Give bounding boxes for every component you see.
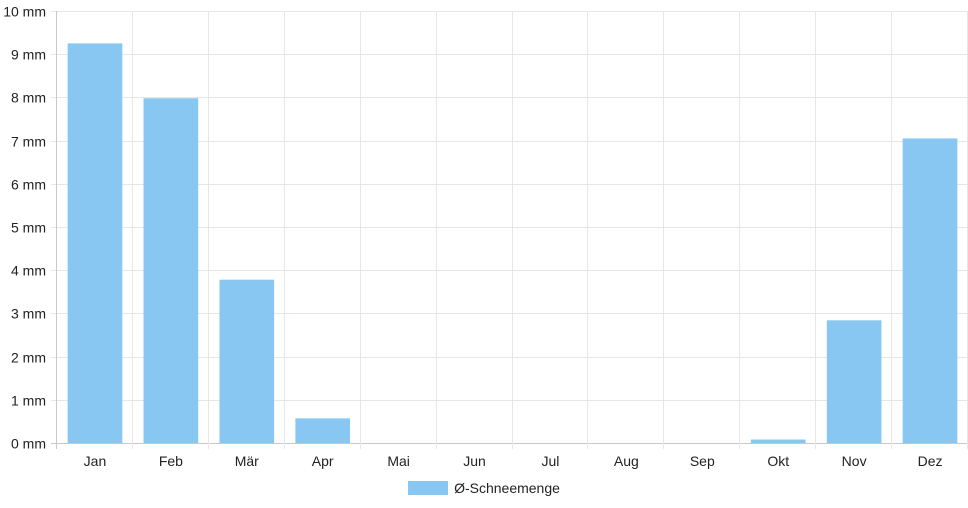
- x-tick-label: Mär: [235, 453, 259, 469]
- x-tick-label: Mai: [387, 453, 410, 469]
- x-tick-label: Nov: [842, 453, 867, 469]
- x-tick-label: Jan: [84, 453, 107, 469]
- x-tick-label: Jun: [463, 453, 486, 469]
- x-tick-label: Aug: [614, 453, 639, 469]
- bar-mär: [219, 279, 275, 443]
- bar-series: [67, 43, 958, 444]
- bar-okt: [750, 439, 806, 443]
- y-tick-label: 6 mm: [11, 177, 46, 193]
- y-tick-label: 0 mm: [11, 436, 46, 452]
- y-tick-label: 10 mm: [3, 4, 46, 20]
- bar-apr: [295, 418, 351, 443]
- y-tick-label: 1 mm: [11, 393, 46, 409]
- x-tick-label: Feb: [159, 453, 183, 469]
- legend-label: Ø-Schneemenge: [454, 480, 560, 496]
- grid-lines: [51, 11, 968, 449]
- y-tick-label: 9 mm: [11, 47, 46, 63]
- y-axis: 0 mm 1 mm 2 mm 3 mm 4 mm 5 mm 6 mm 7 mm 8 mm 9 mm…: [3, 4, 46, 452]
- bar-jan: [67, 43, 123, 444]
- y-tick-label: 2 mm: [11, 350, 46, 366]
- legend-swatch: [408, 481, 449, 495]
- bar-nov: [826, 320, 882, 443]
- y-tick-label: 4 mm: [11, 263, 46, 279]
- y-tick-label: 3 mm: [11, 306, 46, 322]
- y-tick-label: 8 mm: [11, 90, 46, 106]
- bar-feb: [143, 98, 199, 443]
- x-tick-label: Okt: [767, 453, 789, 469]
- x-tick-label: Sep: [690, 453, 715, 469]
- y-tick-label: 5 mm: [11, 220, 46, 236]
- bar-dez: [902, 138, 958, 443]
- y-tick-label: 7 mm: [11, 134, 46, 150]
- x-tick-label: Apr: [312, 453, 334, 469]
- x-tick-label: Dez: [918, 453, 943, 469]
- legend[interactable]: Ø-Schneemenge: [0, 480, 968, 496]
- x-axis: Jan Feb Mär Apr Mai Jun Jul Aug Sep Okt Nov Dez: [84, 453, 943, 469]
- x-tick-label: Jul: [542, 453, 560, 469]
